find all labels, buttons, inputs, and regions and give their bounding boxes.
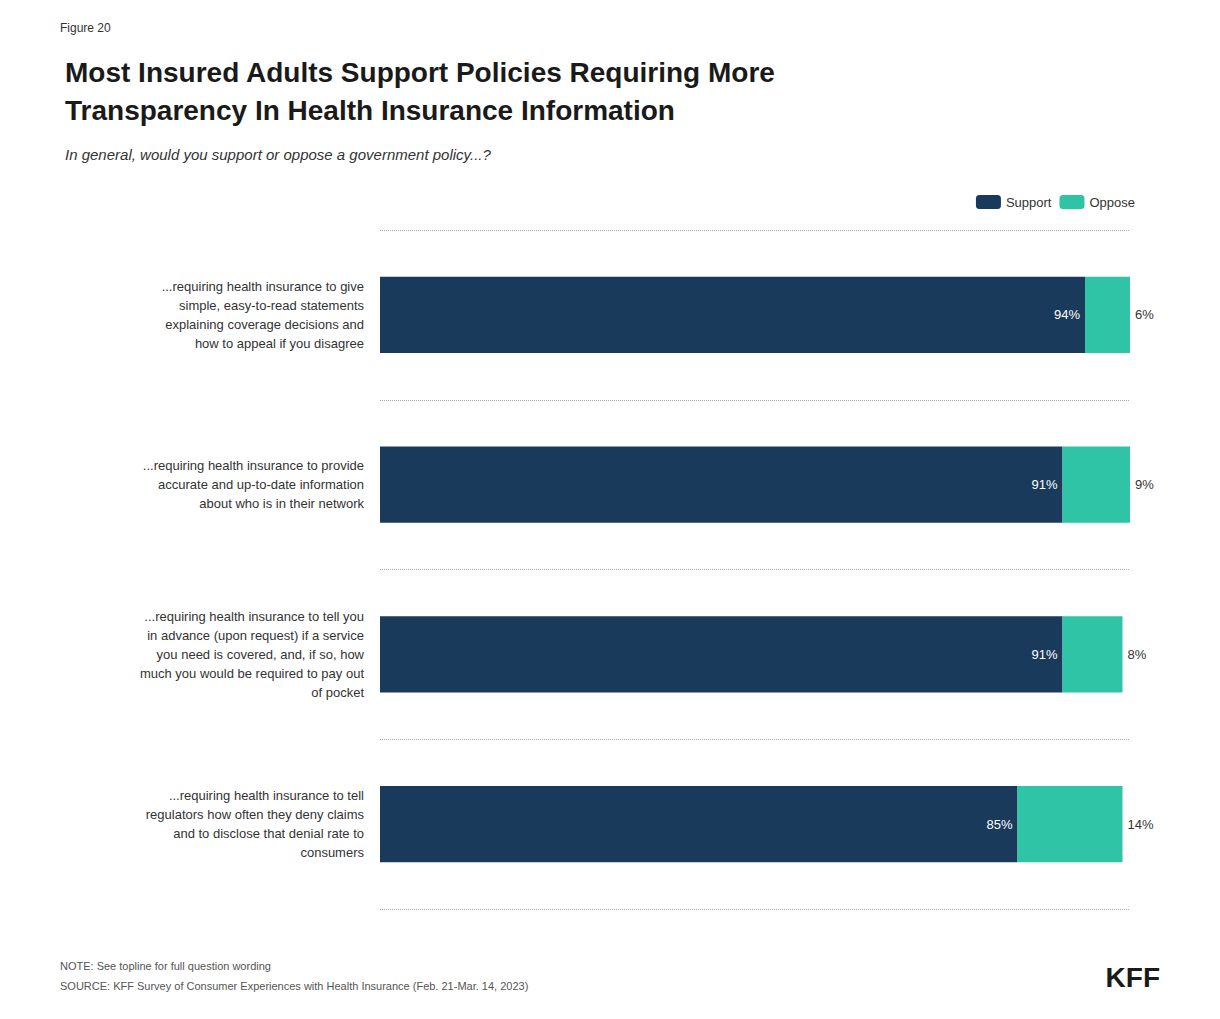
svg-text:...requiring health insurance: ...requiring health insurance to provide: [143, 458, 364, 473]
svg-text:accurate and up-to-date inform: accurate and up-to-date information: [158, 477, 364, 492]
svg-text:...requiring health insurance: ...requiring health insurance to give: [162, 279, 364, 294]
svg-text:Support: Support: [1006, 195, 1052, 210]
svg-text:about who is in their network: about who is in their network: [199, 496, 364, 511]
svg-text:94%: 94%: [1054, 307, 1080, 322]
svg-text:In general, would you support: In general, would you support or oppose …: [65, 146, 491, 163]
svg-text:how to appeal if you disagree: how to appeal if you disagree: [195, 336, 364, 351]
svg-text:simple, easy-to-read statement: simple, easy-to-read statements: [179, 298, 364, 313]
svg-text:explaining coverage decisions: explaining coverage decisions and: [165, 317, 364, 332]
svg-text:...requiring health insurance: ...requiring health insurance to tell yo…: [144, 609, 364, 624]
svg-text:Transparency In Health Insuran: Transparency In Health Insurance Informa…: [65, 95, 675, 126]
svg-text:much you would be required to: much you would be required to pay out: [140, 666, 364, 681]
svg-text:regulators how often they deny: regulators how often they deny claims: [146, 807, 365, 822]
svg-text:and to disclose that denial ra: and to disclose that denial rate to: [173, 826, 364, 841]
svg-text:91%: 91%: [1031, 647, 1057, 662]
svg-text:8%: 8%: [1128, 647, 1147, 662]
svg-text:consumers: consumers: [300, 845, 364, 860]
svg-text:you need is covered, and, if s: you need is covered, and, if so, how: [157, 647, 365, 662]
svg-text:6%: 6%: [1135, 307, 1154, 322]
svg-text:SOURCE: KFF Survey of Consumer: SOURCE: KFF Survey of Consumer Experienc…: [60, 980, 528, 992]
svg-text:...requiring health insurance: ...requiring health insurance to tell: [169, 788, 364, 803]
svg-text:NOTE: See topline for full que: NOTE: See topline for full question word…: [60, 960, 271, 972]
svg-text:Oppose: Oppose: [1089, 195, 1135, 210]
svg-text:Most Insured Adults Support Po: Most Insured Adults Support Policies Req…: [65, 57, 775, 88]
svg-text:KFF: KFF: [1106, 962, 1160, 993]
svg-text:9%: 9%: [1135, 477, 1154, 492]
svg-text:85%: 85%: [986, 817, 1012, 832]
svg-text:91%: 91%: [1031, 477, 1057, 492]
svg-text:in advance (upon request) if a: in advance (upon request) if a service: [147, 628, 364, 643]
svg-text:of pocket: of pocket: [311, 685, 364, 700]
svg-text:Figure 20: Figure 20: [60, 21, 111, 35]
svg-text:14%: 14%: [1128, 817, 1154, 832]
